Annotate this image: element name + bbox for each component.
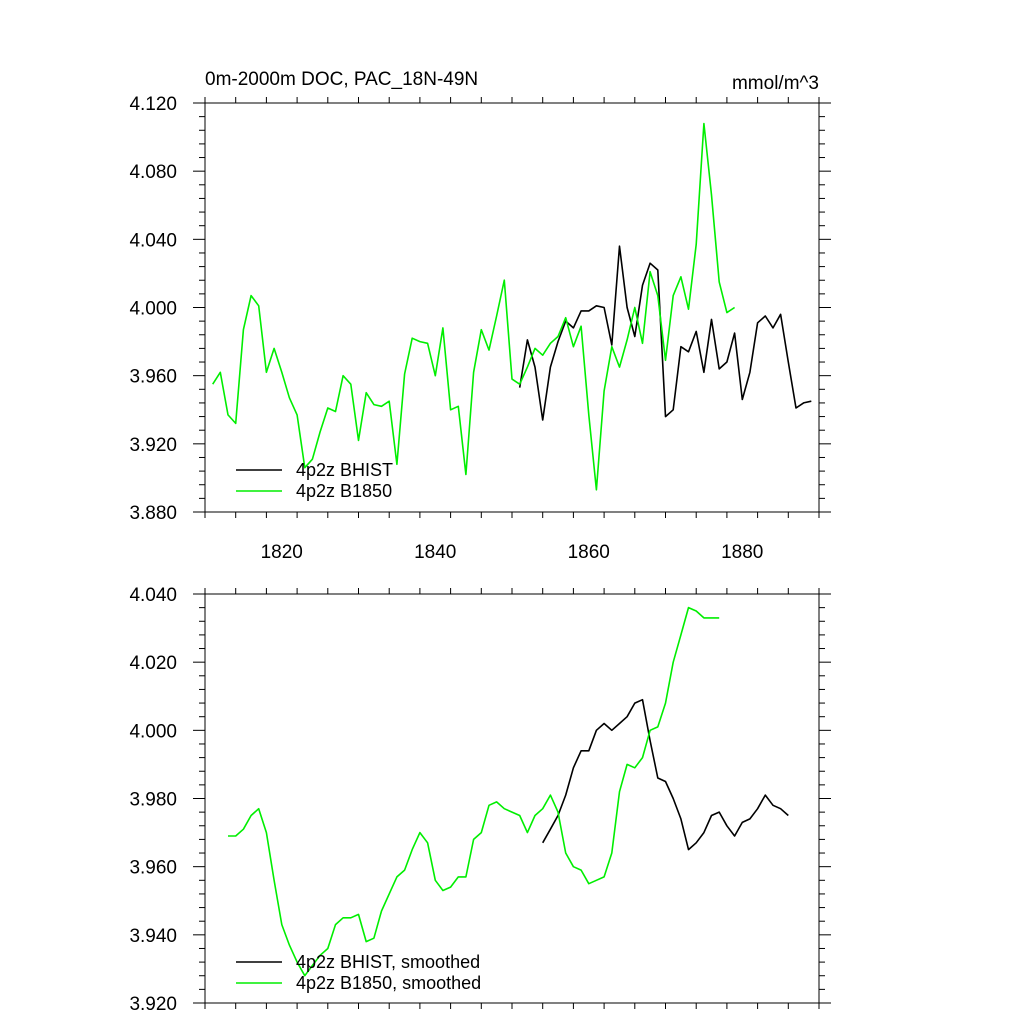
y-tick-label: 3.980 — [129, 790, 177, 811]
x-tick-label: 1860 — [568, 542, 610, 563]
plot-frame — [204, 102, 820, 513]
series-line-b1850 — [228, 606, 720, 977]
x-tick-label: 1820 — [261, 542, 303, 563]
chart-title: 0m-2000m DOC, PAC_18N-49N — [205, 69, 478, 90]
x-tick-label: 1840 — [414, 542, 456, 563]
y-tick-label: 3.960 — [129, 858, 177, 879]
panel-top: 3.880 3.920 3.960 4.000 4.040 4.080 4.120 1820 1… — [129, 69, 831, 563]
y-tick-label: 3.940 — [129, 926, 177, 947]
y-tick-label: 4.080 — [129, 162, 177, 183]
y-tick-label: 3.920 — [129, 994, 177, 1015]
y-tick-label: 4.000 — [129, 299, 177, 320]
y-tick-label: 4.040 — [129, 230, 177, 251]
series-line-bhist — [542, 698, 789, 851]
y-tick-label: 3.920 — [129, 435, 177, 456]
y-tick-label: 4.120 — [129, 94, 177, 115]
legend-label: 4p2z B1850 — [296, 481, 392, 501]
chart-units: mmol/m^3 — [732, 73, 819, 94]
series-line-b1850 — [212, 122, 736, 491]
y-tick-label: 3.960 — [129, 367, 177, 388]
plot-frame — [204, 593, 820, 1004]
y-tick-label: 4.040 — [129, 585, 177, 606]
y-tick-label: 4.020 — [129, 653, 177, 674]
panel-bottom: 3.920 3.940 3.960 3.980 4.000 4.020 4.040 4p2z … — [129, 585, 831, 1015]
legend-label: 4p2z BHIST — [296, 460, 393, 480]
x-tick-label: 1880 — [721, 542, 763, 563]
y-tick-label: 4.000 — [129, 721, 177, 742]
legend-label: 4p2z BHIST, smoothed — [296, 952, 480, 972]
y-tick-label: 3.880 — [129, 503, 177, 524]
series-line-bhist — [518, 245, 812, 421]
legend-label: 4p2z B1850, smoothed — [296, 973, 481, 993]
